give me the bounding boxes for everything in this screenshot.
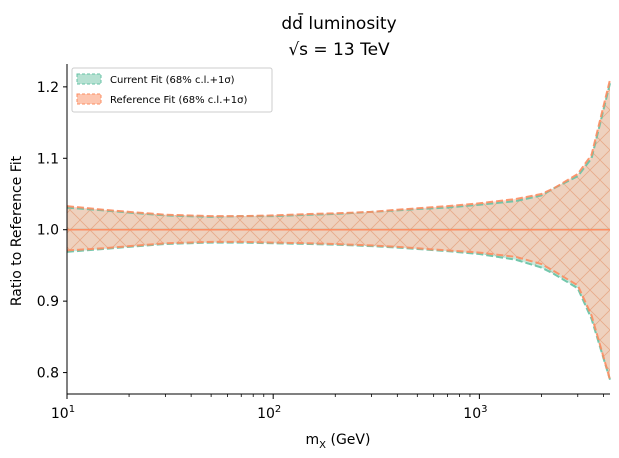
- legend-frame: [71, 67, 273, 113]
- ticks-layer: 0.8 0.9 1.0 1.1 1.2 101 102 103: [37, 80, 604, 422]
- x-tick-label: 103: [463, 404, 487, 422]
- y-tick-label: 1.0: [37, 223, 59, 239]
- lower-edge-current-fit: [66, 241, 611, 381]
- y-tick-label: 1.2: [37, 80, 59, 96]
- y-tick-label: 0.9: [37, 294, 59, 310]
- y-tick-label: 1.1: [37, 151, 59, 167]
- legend-swatch-current-fit: [76, 73, 102, 85]
- upper-edge-reference-fit: [66, 79, 611, 218]
- x-tick-label: 102: [257, 404, 281, 422]
- plot-layer: [66, 79, 611, 381]
- legend-label-current-fit: Current Fit (68% c.l.+1σ): [110, 75, 235, 86]
- legend-label-reference-fit: Reference Fit (68% c.l.+1σ): [110, 95, 247, 106]
- legend-swatch-reference-fit: [76, 93, 102, 105]
- y-tick-label: 0.8: [37, 366, 59, 382]
- chart-title-line1: dd̄ luminosity: [281, 12, 396, 34]
- lower-edge-reference-fit: [66, 240, 611, 380]
- x-axis-label: mX (GeV): [306, 432, 371, 451]
- x-tick-label: 101: [51, 404, 75, 422]
- y-axis-label: Ratio to Reference Fit: [9, 155, 25, 306]
- legend: Current Fit (68% c.l.+1σ) Reference Fit …: [71, 67, 273, 113]
- chart-title-line2: √s = 13 TeV: [288, 40, 390, 60]
